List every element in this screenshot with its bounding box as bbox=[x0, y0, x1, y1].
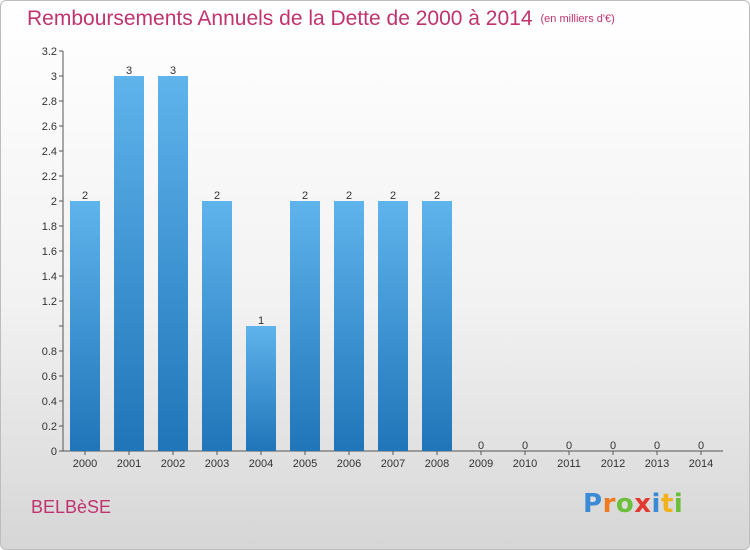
logo-letter: x bbox=[634, 489, 652, 519]
bar bbox=[334, 201, 364, 451]
x-tick-label: 2009 bbox=[469, 458, 493, 470]
y-tick-label: 2.8 bbox=[42, 96, 57, 108]
x-tick-label: 2000 bbox=[73, 458, 97, 470]
logo-letter: i bbox=[673, 489, 684, 519]
bar-value-label: 2 bbox=[214, 190, 220, 202]
y-tick-label: 0.2 bbox=[42, 421, 57, 433]
bar-value-label: 2 bbox=[82, 190, 88, 202]
y-tick-label: 3 bbox=[51, 71, 57, 83]
y-tick-label: 2.4 bbox=[42, 146, 57, 158]
bar-value-label: 2 bbox=[302, 190, 308, 202]
bar-value-label: 3 bbox=[170, 65, 176, 77]
y-tick-label: 1.8 bbox=[42, 221, 57, 233]
x-tick-label: 2012 bbox=[601, 458, 625, 470]
y-tick-label: 0 bbox=[51, 446, 57, 458]
bars: 2 3 3 2 1 2 2 2 2 0 0 0 0 0 0 bbox=[70, 65, 704, 452]
x-tick-label: 2013 bbox=[645, 458, 669, 470]
bar-value-label: 2 bbox=[346, 190, 352, 202]
x-tick-label: 2001 bbox=[117, 458, 141, 470]
bar-value-label: 0 bbox=[610, 440, 616, 452]
x-tick-label: 2011 bbox=[557, 458, 581, 470]
bar bbox=[290, 201, 320, 451]
logo-letter: t bbox=[660, 489, 674, 519]
x-tick-label: 2004 bbox=[249, 458, 273, 470]
bar-value-label: 2 bbox=[434, 190, 440, 202]
proxiti-logo: Proxiti bbox=[583, 489, 683, 519]
bar bbox=[378, 201, 408, 451]
x-tick-label: 2002 bbox=[161, 458, 185, 470]
chart-title-text: Remboursements Annuels de la Dette de 20… bbox=[27, 7, 533, 30]
y-tick-label: 0.4 bbox=[42, 396, 57, 408]
y-tick-label: 1.2 bbox=[42, 296, 57, 308]
bar-value-label: 0 bbox=[566, 440, 572, 452]
y-tick-label: 2 bbox=[51, 196, 57, 208]
bar-value-label: 0 bbox=[478, 440, 484, 452]
y-tick-label: 1.4 bbox=[42, 271, 57, 283]
bar-value-label: 1 bbox=[258, 315, 264, 327]
bar bbox=[70, 201, 100, 451]
bar bbox=[246, 326, 276, 451]
bar-value-label: 0 bbox=[522, 440, 528, 452]
bar bbox=[202, 201, 232, 451]
x-tick-label: 2014 bbox=[689, 458, 713, 470]
bar bbox=[422, 201, 452, 451]
x-tick-label: 2007 bbox=[381, 458, 405, 470]
y-tick-label: 0.6 bbox=[42, 371, 57, 383]
x-tick-label: 2008 bbox=[425, 458, 449, 470]
x-tick-label: 2010 bbox=[513, 458, 537, 470]
chart-unit: (en milliers d'€) bbox=[540, 13, 615, 25]
logo-letter: o bbox=[615, 489, 635, 519]
logo-letter: P bbox=[583, 489, 603, 519]
bar-value-label: 0 bbox=[698, 440, 704, 452]
x-tick-label: 2006 bbox=[337, 458, 361, 470]
bar-value-label: 0 bbox=[654, 440, 660, 452]
y-tick-label: 0.8 bbox=[42, 346, 57, 358]
logo-letter: i bbox=[651, 489, 661, 519]
y-tick-label: 2.2 bbox=[42, 171, 57, 183]
logo-letter: r bbox=[602, 489, 616, 519]
x-tick-label: 2005 bbox=[293, 458, 317, 470]
x-tick-label: 2003 bbox=[205, 458, 229, 470]
commune-name: BELBèSE bbox=[31, 497, 112, 517]
bar-value-label: 2 bbox=[390, 190, 396, 202]
bar bbox=[158, 76, 188, 451]
chart-title: Remboursements Annuels de la Dette de 20… bbox=[27, 7, 615, 31]
y-tick-label: 1.6 bbox=[42, 246, 57, 258]
y-tick-label: 2.6 bbox=[42, 121, 57, 133]
bar bbox=[114, 76, 144, 451]
y-tick-label: 3.2 bbox=[42, 46, 57, 58]
bar-value-label: 3 bbox=[126, 65, 132, 77]
